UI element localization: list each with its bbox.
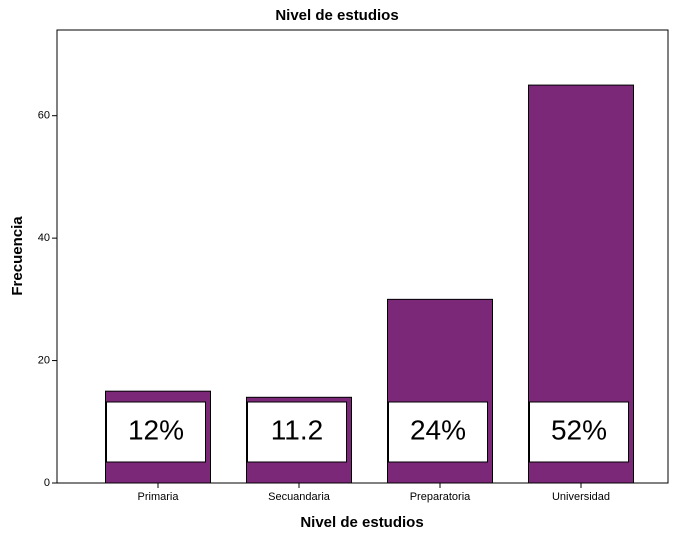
x-tick-label: Preparatoria [410, 491, 471, 503]
percent-label-box [388, 401, 488, 463]
plot-frame [56, 29, 669, 484]
y-tick-label: 60 [38, 110, 50, 122]
x-tick-label: Secuandaria [268, 491, 331, 503]
y-tick-label: 20 [38, 354, 50, 366]
x-tick-label: Primaria [138, 491, 180, 503]
y-tick-label: 0 [44, 477, 50, 489]
percent-label: 24% [410, 414, 466, 445]
percent-label: 52% [551, 414, 607, 445]
y-axis-label: Frecuencia [9, 216, 26, 296]
percent-label-box [247, 401, 347, 463]
x-tick-label: Universidad [552, 491, 610, 503]
y-tick-label: 40 [38, 232, 50, 244]
percent-label: 12% [128, 414, 184, 445]
percent-label: 11.2 [271, 414, 323, 445]
percent-label-box [529, 401, 629, 463]
percent-label-box [106, 401, 206, 463]
x-axis-label: Nivel de estudios [300, 514, 423, 531]
chart-title: Nivel de estudios [275, 7, 398, 24]
